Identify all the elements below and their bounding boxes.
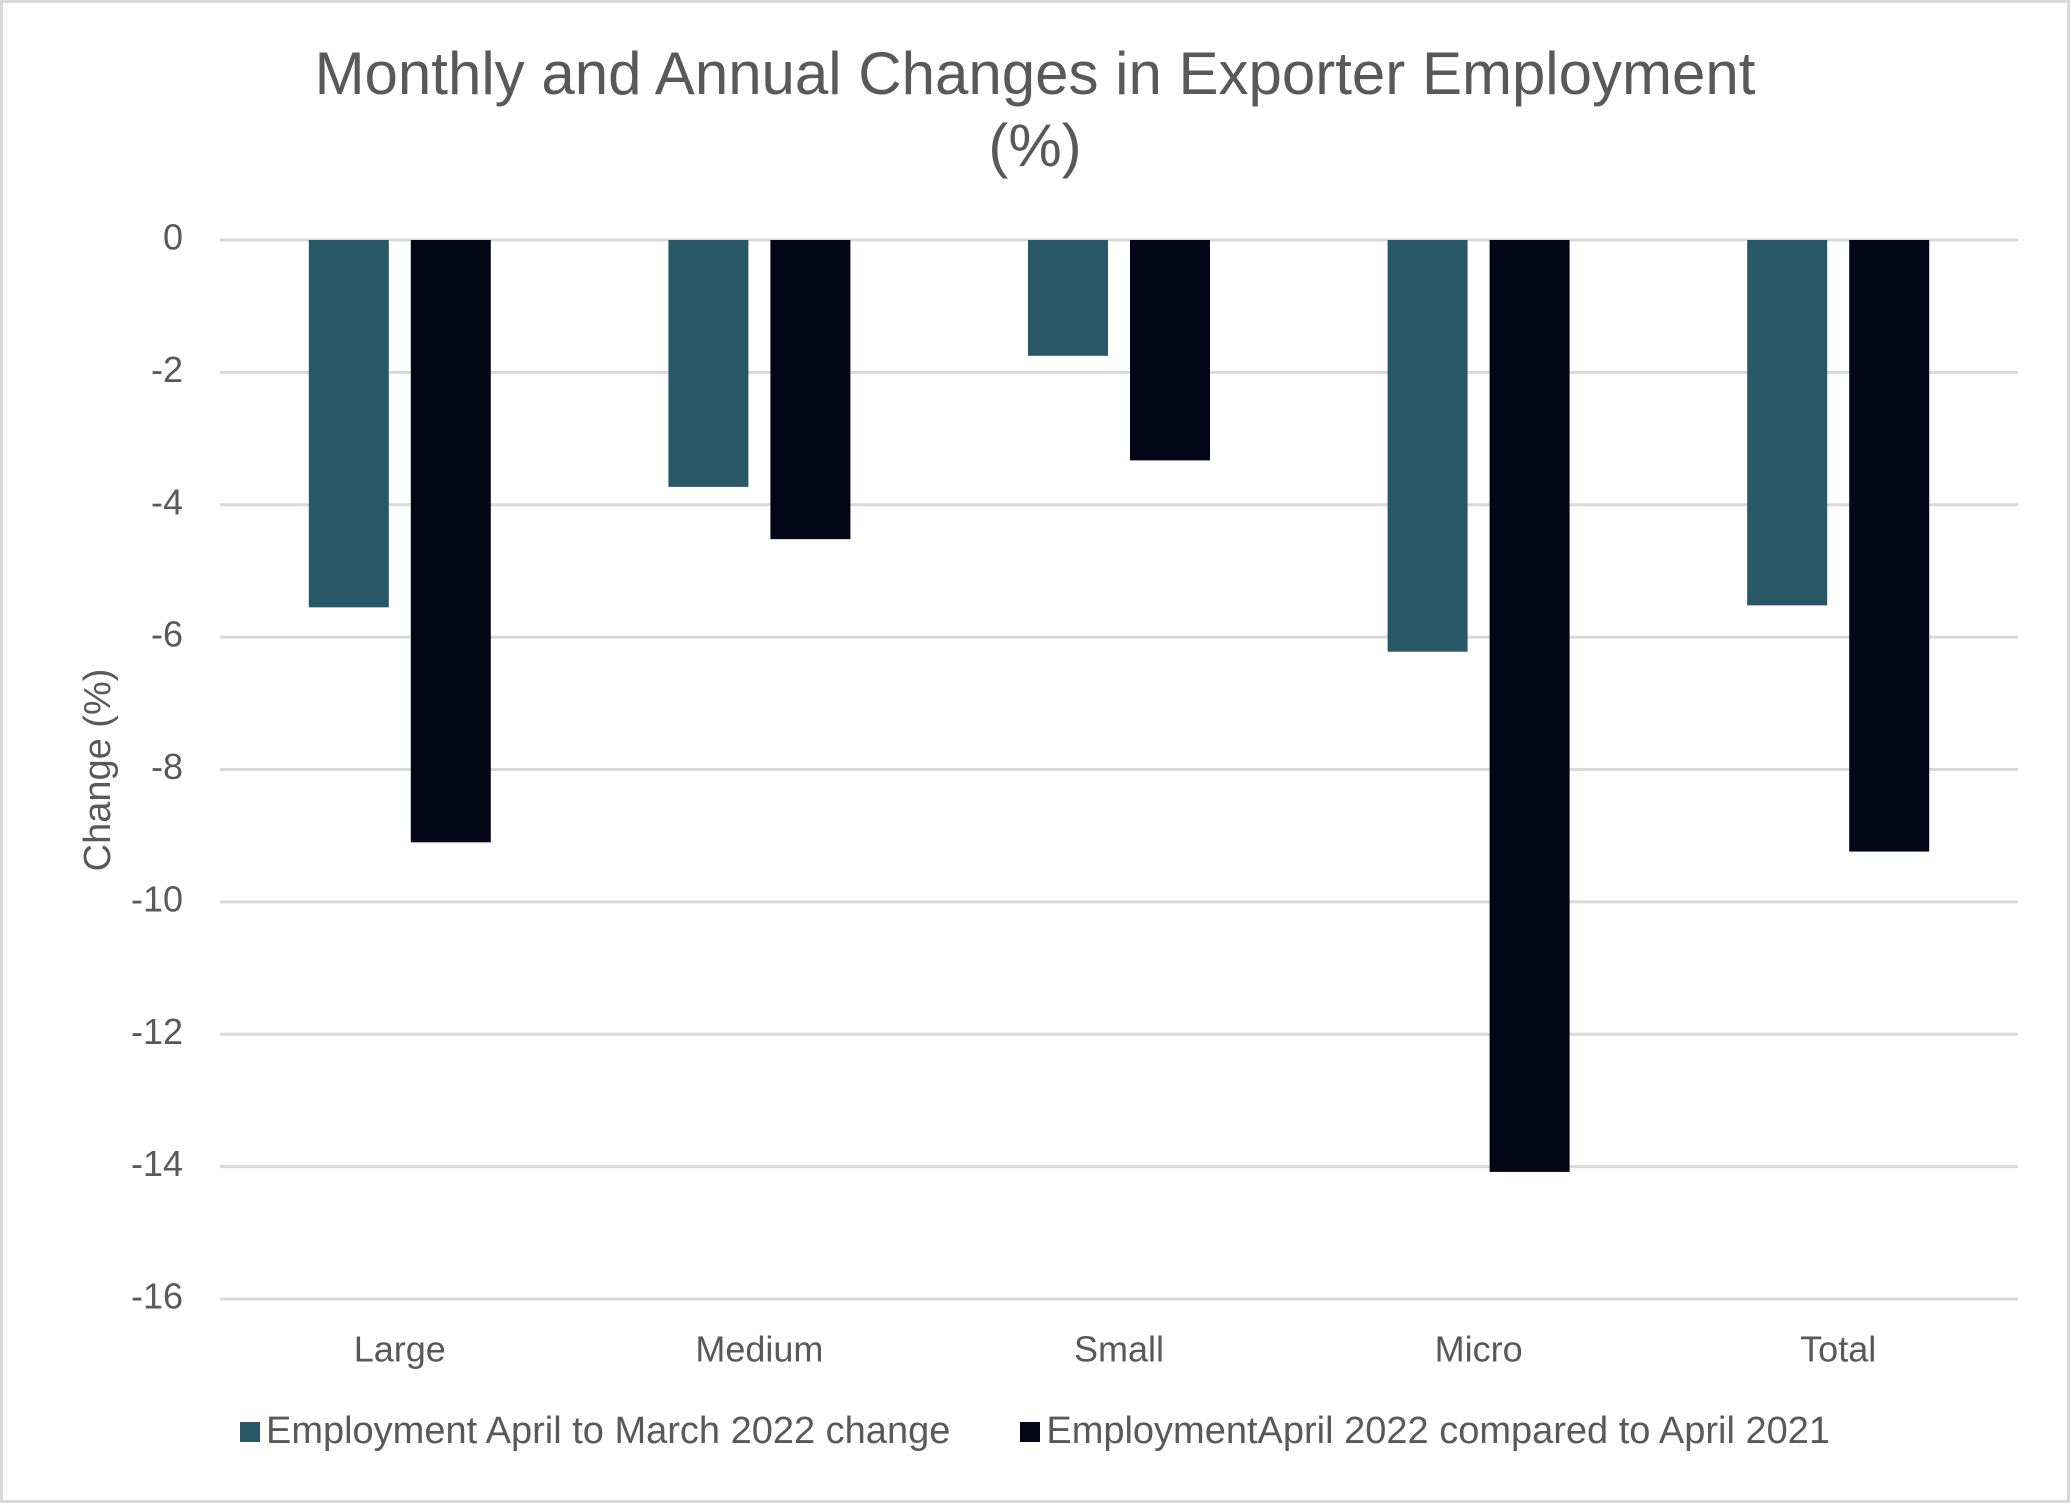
legend-swatch-annual xyxy=(1020,1421,1041,1442)
legend-label-monthly: Employment April to March 2022 change xyxy=(265,1410,951,1452)
y-axis-label: Change (%) xyxy=(77,669,119,872)
legend-item-monthly[interactable]: Employment April to March 2022 change xyxy=(239,1410,951,1453)
bar-small-series-1[interactable] xyxy=(1028,240,1108,356)
legend-label-annual: EmploymentApril 2022 compared to April 2… xyxy=(1046,1410,1831,1452)
x-tick-label-micro: Micro xyxy=(1435,1329,1523,1370)
bar-large-series-1[interactable] xyxy=(308,240,389,608)
y-tick-label: -14 xyxy=(131,1143,183,1184)
y-axis-ticks: 0 -2 -4 -6 -8 -10 -12 -14 -16 xyxy=(131,217,183,1317)
gridlines xyxy=(220,238,2018,1301)
bar-micro-series-2[interactable] xyxy=(1489,240,1570,1172)
bar-micro-series-1[interactable] xyxy=(1387,240,1468,652)
x-tick-label-medium: Medium xyxy=(695,1329,823,1370)
y-tick-label: -6 xyxy=(151,614,183,655)
x-axis-ticks: Large Medium Small Micro Total xyxy=(354,1329,1876,1370)
y-tick-label: -10 xyxy=(131,878,183,919)
x-tick-label-large: Large xyxy=(354,1329,446,1370)
y-tick-label: -12 xyxy=(131,1011,183,1052)
x-tick-label-total: Total xyxy=(1800,1329,1876,1370)
y-tick-label: -8 xyxy=(151,746,183,787)
bars xyxy=(308,240,1930,1172)
bar-small-series-2[interactable] xyxy=(1130,240,1210,461)
chart-title-line-1: Monthly and Annual Changes in Exporter E… xyxy=(314,40,1756,107)
y-tick-label: -4 xyxy=(151,481,183,522)
x-tick-label-small: Small xyxy=(1074,1329,1164,1370)
y-tick-label: 0 xyxy=(163,217,183,258)
bar-total-series-2[interactable] xyxy=(1849,240,1930,852)
legend-swatch-monthly xyxy=(239,1421,260,1442)
legend: Employment April to March 2022 change Em… xyxy=(0,1410,2070,1453)
y-tick-label: -2 xyxy=(151,349,183,390)
y-tick-label: -16 xyxy=(131,1276,183,1317)
chart-title: Monthly and Annual Changes in Exporter E… xyxy=(0,38,2070,182)
bar-large-series-2[interactable] xyxy=(410,240,491,843)
chart-title-line-2: (%) xyxy=(988,112,1082,179)
bar-medium-series-1[interactable] xyxy=(668,240,749,487)
bar-medium-series-2[interactable] xyxy=(770,240,851,540)
legend-item-annual[interactable]: EmploymentApril 2022 compared to April 2… xyxy=(1020,1410,1830,1453)
bar-total-series-1[interactable] xyxy=(1747,240,1828,606)
